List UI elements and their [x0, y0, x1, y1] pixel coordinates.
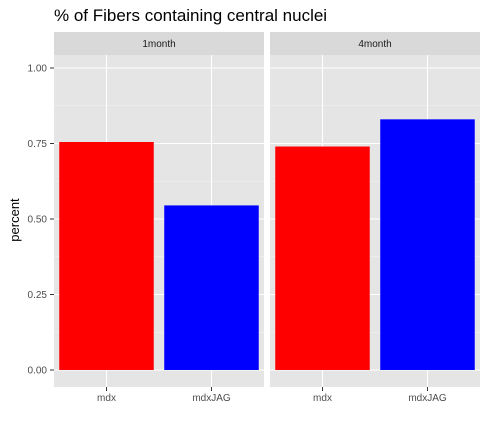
facet-strip-label: 1month — [142, 39, 175, 50]
facet-panel-1month: 1month mdx mdxJAG — [54, 32, 264, 404]
x-tick-label: mdxJAG — [408, 393, 447, 404]
y-tick-label: 0.00 — [28, 366, 48, 377]
facet-strip — [54, 32, 264, 55]
bar-1month-mdxJAG — [164, 205, 259, 370]
facet-panel-4month: 4month mdx mdxJAG — [270, 32, 480, 404]
y-axis-title: percent — [7, 198, 22, 242]
facet-panels: 1month mdx mdxJAG 4month mdx mdxJAG — [54, 32, 480, 404]
x-tick-label: mdxJAG — [192, 393, 231, 404]
y-tick-label: 0.25 — [28, 290, 48, 301]
bar-4month-mdxJAG — [380, 119, 475, 370]
facet-strip-label: 4month — [358, 39, 391, 50]
chart-title: % of Fibers containing central nuclei — [54, 6, 327, 25]
x-tick-label: mdx — [97, 393, 116, 404]
bar-1month-mdx — [59, 141, 154, 370]
bar-4month-mdx — [275, 146, 370, 370]
x-tick-label: mdx — [313, 393, 332, 404]
y-tick-label: 0.50 — [28, 215, 48, 226]
facet-strip — [270, 32, 480, 55]
y-axis: 0.00 0.25 0.50 0.75 1.00 — [28, 64, 54, 377]
y-tick-label: 0.75 — [28, 139, 48, 150]
y-tick-label: 1.00 — [28, 64, 48, 75]
